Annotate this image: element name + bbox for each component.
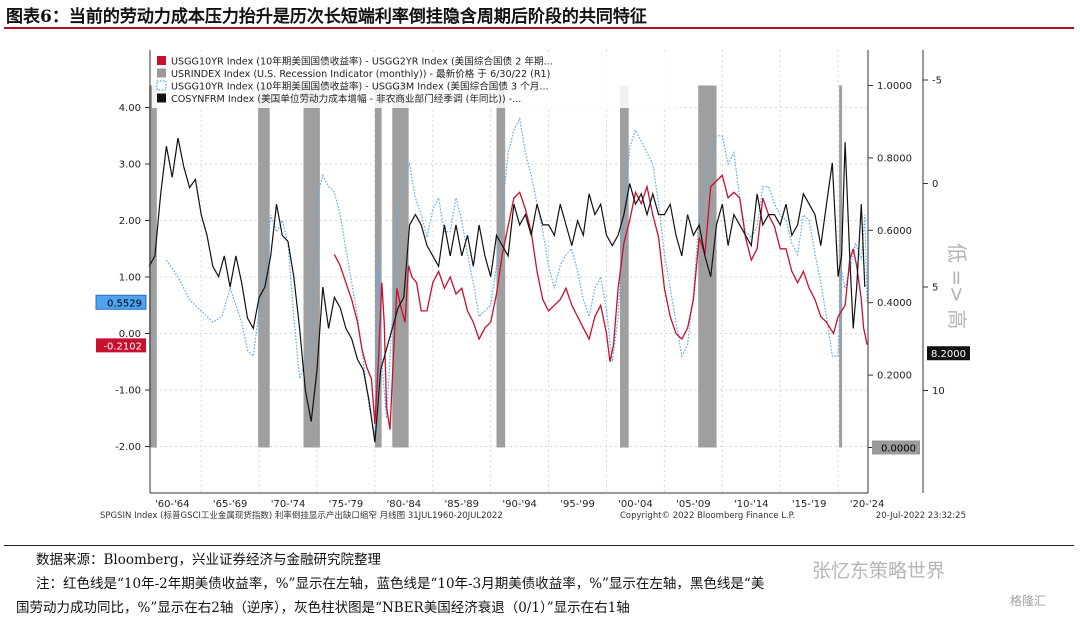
legend-box <box>152 52 676 108</box>
note-line-1: 注：红色线是“10年-2年期美债收益率，%”显示在左轴，蓝色线是“10年-3月期… <box>36 576 765 592</box>
legend-swatch <box>157 93 166 103</box>
legend-swatch <box>157 68 166 78</box>
x-axis-tick-label: '15-'19 <box>792 499 827 510</box>
right2-axis-label: 低 => 高 <box>945 243 969 329</box>
recession-bar <box>303 85 320 448</box>
value-tags: 0.5529 -0.2102 8.2000 0.0000 <box>95 294 970 455</box>
x-axis-tick-label: '65-'69 <box>213 499 248 510</box>
right2-axis-tick-label: 0 <box>932 179 938 190</box>
right1-axis-tick-label: 0.6000 <box>877 226 912 237</box>
legend: USGG10YR Index (10年期美国国债收益率) - USGG2YR I… <box>152 52 676 108</box>
left-axis-tick-label: 2.00 <box>119 216 141 227</box>
last-value-10y2y-bg <box>96 338 146 353</box>
legend-entry: COSYNFRM Index (美国单位劳动力成本增幅 - 非农商业部门经季调 … <box>171 93 521 105</box>
left-axis-tick-label: 3.00 <box>119 160 141 171</box>
axes: -2.00 -1.00 0.00 1.00 2.00 3.00 4.00 0.0000 0.20… <box>115 50 945 510</box>
x-axis-tick-label: '85-'89 <box>444 499 479 510</box>
recession-bar <box>620 85 629 448</box>
bloomberg-footer-timestamp: 20-Jul-2022 23:32:25 <box>876 511 966 521</box>
note-line-2: 国劳动力成功同比，%”显示在右2轴（逆序），灰色柱状图是“NBER美国经济衰退（… <box>16 600 630 616</box>
left-axis-tick-label: -2.00 <box>115 442 141 453</box>
last-value-10y3m: 0.5529 <box>107 298 142 309</box>
legend-swatch <box>156 80 167 91</box>
title-rule <box>4 27 1074 29</box>
legend-entry: USGG10YR Index (10年期美国国债收益率) - USGG3M In… <box>171 81 549 93</box>
left-axis-tick-label: 1.00 <box>119 273 141 284</box>
series-line-unit-labor-cost <box>148 137 866 443</box>
figure-title: 图表6：当前的劳动力成本压力抬升是历次长短端利率倒挂隐含周期后阶段的共同特征 <box>6 7 647 27</box>
x-axis-tick-label: '95-'99 <box>560 499 595 510</box>
right2-axis-tick-label: 10 <box>932 386 945 397</box>
bloomberg-footer-copyright: Copyright© 2022 Bloomberg Finance L.P. <box>620 511 795 521</box>
watermark-main: 张忆东策略世界 <box>812 560 946 582</box>
plot-area <box>150 50 868 493</box>
chart: -2.00 -1.00 0.00 1.00 2.00 3.00 4.00 0.0000 0.20… <box>95 50 970 521</box>
last-value-unit-labor-cost-bg <box>927 346 970 361</box>
x-axis-tick-label: '80-'84 <box>387 499 422 510</box>
series-line-10y2y <box>333 174 868 430</box>
x-axis-tick-label: '05-'09 <box>676 499 711 510</box>
left-axis-tick-label: 4.00 <box>119 103 141 114</box>
right2-axis-tick-label: -5 <box>932 76 942 87</box>
right1-axis-tick-label: 0.2000 <box>877 371 912 382</box>
right2-axis-tick-label: 5 <box>932 283 938 294</box>
last-value-recession-bg <box>872 440 920 455</box>
right1-axis-tick-label: 1.0000 <box>877 81 912 92</box>
last-value-10y2y: -0.2102 <box>103 341 142 352</box>
last-value-recession: 0.0000 <box>881 444 916 455</box>
series-lines <box>148 116 868 443</box>
recession-bar <box>258 85 270 448</box>
x-axis-tick-label: '90-'94 <box>502 499 537 510</box>
recession-bar <box>392 85 409 448</box>
right1-axis-tick-label: 0.4000 <box>877 298 912 309</box>
legend-entry: USRINDEX Index (U.S. Recession Indicator… <box>171 68 550 80</box>
recession-bar <box>149 85 157 448</box>
left-axis-tick-label: 0.00 <box>119 329 141 340</box>
x-axis-tick-label: '70-'74 <box>271 499 306 510</box>
recession-bar <box>839 85 843 448</box>
left-axis-tick-label: -1.00 <box>115 386 141 397</box>
series-line-10y3m <box>165 116 868 436</box>
x-axis-tick-label: '20-'24 <box>850 499 885 510</box>
watermark-small: 格隆汇 <box>1010 594 1047 608</box>
last-value-unit-labor-cost: 8.2000 <box>931 349 966 360</box>
x-axis-tick-label: '75-'79 <box>329 499 364 510</box>
last-value-10y3m-bg <box>95 294 147 310</box>
x-axis-tick-label: '00-'04 <box>618 499 653 510</box>
x-axis-tick-label: '10-'14 <box>734 499 769 510</box>
right1-axis-tick-label: 0.8000 <box>877 153 912 164</box>
legend-entry: USGG10YR Index (10年期美国国债收益率) - USGG2YR I… <box>171 56 553 68</box>
footer-rule <box>4 545 1074 546</box>
source-note: 数据来源：Bloomberg，兴业证券经济与金融研究院整理 <box>36 552 382 568</box>
bloomberg-footer-left: SPGSIN Index (标普GSCI工业金属现货指数) 利率倒挂显示产出缺口… <box>100 510 503 521</box>
x-axis-tick-label: '60-'64 <box>155 499 190 510</box>
legend-swatch <box>157 56 166 65</box>
